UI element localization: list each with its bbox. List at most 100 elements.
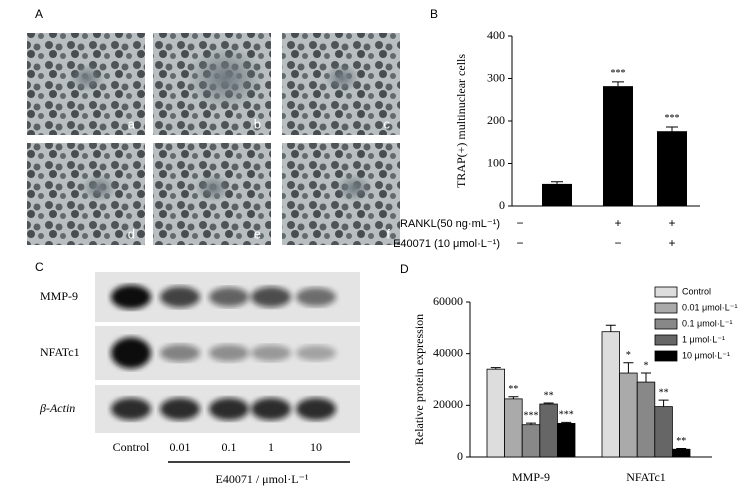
- condition-mark: +: [614, 216, 621, 230]
- lane-label: 0.1: [222, 440, 237, 454]
- blot-band: [160, 397, 200, 421]
- y-tick-label: 60000: [433, 294, 463, 308]
- condition-mark: −: [516, 236, 523, 250]
- bar: [557, 423, 576, 458]
- image-label: e: [254, 226, 261, 241]
- error-bar: [605, 324, 616, 332]
- bar: [486, 368, 506, 458]
- blot-band: [111, 397, 151, 421]
- blot-band: [209, 287, 249, 307]
- condition-mark: −: [516, 216, 523, 230]
- legend-label: 0.01 μmol·L⁻¹: [682, 302, 737, 312]
- error-bar: [658, 399, 669, 407]
- micrographs: a b c d e f: [27, 33, 400, 245]
- significance: *: [644, 360, 649, 371]
- significance: **: [544, 390, 554, 401]
- legend-label: Control: [682, 286, 711, 296]
- legend-swatch: [654, 334, 678, 346]
- cell-blob: [336, 174, 372, 202]
- panel-label: B: [430, 7, 438, 21]
- panel-label: D: [400, 262, 409, 276]
- condition-mark: +: [668, 236, 675, 250]
- cell-blob: [81, 174, 117, 202]
- legend-swatch: [654, 318, 678, 330]
- blot-band: [296, 287, 336, 307]
- y-tick-label: 100: [487, 155, 505, 169]
- significance: ***: [611, 68, 626, 79]
- y-tick-label: 200: [487, 113, 505, 127]
- error-bar: [623, 362, 634, 374]
- x-tick-label: MMP-9: [512, 470, 550, 484]
- lane-label: 0.01: [170, 440, 191, 454]
- bar: [504, 398, 523, 458]
- y-tick-label: 20000: [433, 397, 463, 411]
- blot-band: [251, 344, 291, 362]
- lane-label: 10: [310, 440, 322, 454]
- legend-swatch: [654, 302, 678, 314]
- bar: [657, 131, 687, 206]
- blot-band: [111, 285, 151, 309]
- significance: *: [626, 350, 631, 361]
- significance: ***: [524, 410, 539, 421]
- y-tick-label: 400: [487, 28, 505, 42]
- blot-band: [209, 344, 249, 362]
- blot-band: [160, 344, 200, 362]
- significance: ***: [559, 410, 574, 421]
- lane-label: Control: [113, 440, 150, 454]
- x-tick-label: NFATc1: [626, 470, 666, 484]
- bar: [636, 381, 656, 458]
- blot-band: [251, 286, 291, 308]
- blot-band: [209, 397, 249, 421]
- image-label: a: [128, 116, 136, 131]
- cell-blob: [195, 174, 231, 202]
- panel-label: C: [35, 260, 44, 274]
- cell-blob: [324, 64, 360, 92]
- bar: [672, 448, 691, 458]
- legend-label: 1 μmol·L⁻¹: [682, 334, 725, 344]
- legend-label: 0.1 μmol·L⁻¹: [682, 318, 732, 328]
- error-bar: [490, 367, 501, 370]
- image-label: c: [384, 116, 391, 131]
- image-label: f: [386, 226, 390, 241]
- significance: ***: [665, 113, 680, 124]
- row-label: β-Actin: [39, 401, 75, 415]
- image-label: d: [128, 226, 135, 241]
- cell-blob: [187, 46, 263, 110]
- row-label: NFATc1: [40, 345, 80, 359]
- blot-band: [296, 345, 336, 361]
- y-tick-label: 0: [499, 198, 505, 212]
- blot-band: [111, 337, 151, 369]
- error-bar: [526, 422, 536, 425]
- error-bar: [508, 396, 519, 399]
- image-label: b: [254, 116, 261, 131]
- legend-swatch: [654, 350, 678, 362]
- bar: [654, 406, 673, 458]
- chart-d: 0 20000 40000 60000 D Relative protein expres…: [400, 262, 737, 484]
- bar: [603, 86, 633, 206]
- error-bar: [561, 421, 572, 424]
- condition-mark: −: [614, 236, 621, 250]
- significance: **: [676, 436, 686, 447]
- x-axis-label: E40071 / μmol·L⁻¹: [215, 472, 308, 486]
- row-label: MMP-9: [40, 289, 78, 303]
- bar: [542, 183, 572, 206]
- condition-label: E40071 (10 μmol·L⁻¹): [393, 238, 500, 250]
- lane-label: 1: [268, 440, 274, 454]
- bar: [521, 424, 541, 458]
- bar: [619, 372, 638, 458]
- y-tick-label: 40000: [433, 345, 463, 359]
- y-tick-label: 0: [457, 449, 463, 463]
- western-blot: MMP-9 NFATc1 β-Actin Control 0.01 0.1 1 10 E4007…: [39, 272, 360, 486]
- blot-band: [251, 397, 291, 421]
- legend-label: 10 μmol·L⁻¹: [682, 350, 730, 360]
- y-axis-label: TRAP(+) multinuclear cells: [454, 54, 468, 188]
- significance: **: [659, 387, 669, 398]
- panel-label: A: [35, 7, 43, 21]
- chart-b: 0 100 200 300 400 B TRAP(+) multinuclear cells…: [393, 7, 700, 250]
- condition-label: RANKL(50 ng·mL⁻¹): [400, 218, 500, 230]
- condition-mark: +: [668, 216, 675, 230]
- y-axis-label: Relative protein expression: [412, 314, 426, 445]
- error-bar: [641, 372, 651, 383]
- bar: [539, 403, 558, 458]
- cell-blob: [69, 64, 105, 92]
